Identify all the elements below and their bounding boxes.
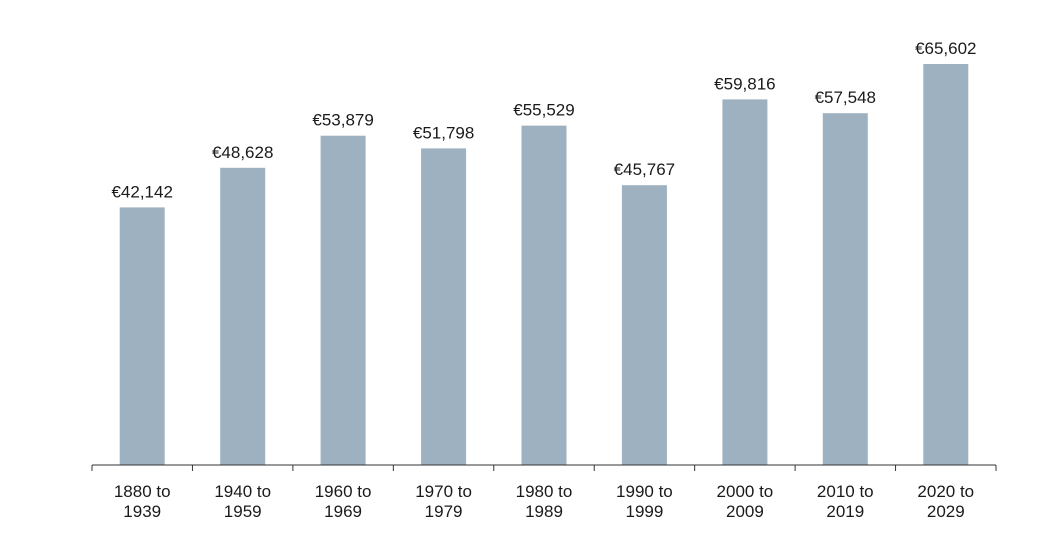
bar [923,64,969,465]
bar-value-label: €53,879 [312,111,373,130]
x-tick-label: 1940 to 1959 [214,482,271,521]
value-labels-group: €42,142 €48,628 €53,879 €51,798 €55,529 €45,7… [111,39,976,201]
x-tick-label: 1970 to 1979 [415,482,472,521]
bar-value-label: €48,628 [212,143,273,162]
bar [621,185,667,465]
bar-value-label: €65,602 [915,39,976,58]
bar-value-label: €57,548 [815,88,876,107]
bar-value-label: €51,798 [413,123,474,142]
x-tick-label: 1990 to 1999 [616,482,673,521]
x-tick-label: 2000 to 2009 [717,482,774,521]
bar [521,125,567,465]
x-tick-label: 2020 to 2029 [917,482,974,521]
x-tick-label: 1960 to 1969 [315,482,372,521]
bar [220,167,266,466]
x-tick-label: 1980 to 1989 [516,482,573,521]
bar-value-label: €45,767 [614,160,675,179]
bars-group [119,64,969,466]
bar [722,99,768,466]
x-tick-label: 1880 to 1939 [114,482,171,521]
bar [320,135,366,465]
bar-value-label: €42,142 [111,182,172,201]
bar-value-label: €55,529 [513,101,574,120]
bar [822,113,868,465]
x-axis [91,464,997,471]
bar-value-label: €59,816 [714,74,775,93]
bar [421,148,467,465]
x-tick-labels-group: 1880 to 1939 1940 to 1959 1960 to 1969 1970 to… [114,482,974,521]
x-tick-label: 2010 to 2019 [817,482,874,521]
bar [119,207,165,465]
